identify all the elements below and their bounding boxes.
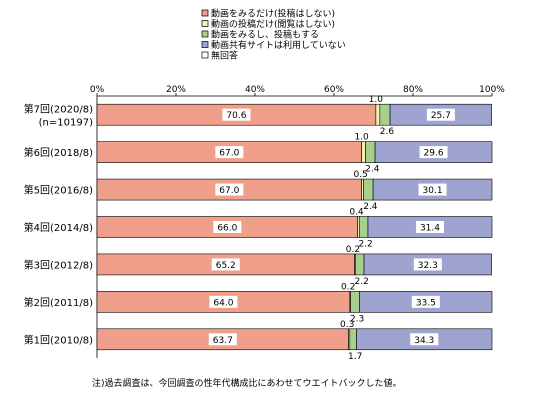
value-label-bg bbox=[413, 258, 442, 271]
value-label: 2.3 bbox=[350, 314, 364, 324]
bar-segment bbox=[361, 141, 366, 163]
value-label-bg bbox=[209, 295, 238, 308]
legend-label: 動画共有サイトは利用していない bbox=[211, 39, 346, 51]
value-label: 30.1 bbox=[423, 186, 443, 196]
x-tick-label: 80% bbox=[403, 85, 423, 95]
x-tick-label: 60% bbox=[324, 85, 344, 95]
x-tick-label: 100% bbox=[479, 85, 505, 95]
bar-segment bbox=[365, 141, 376, 163]
value-label: 2.4 bbox=[363, 202, 378, 212]
value-label: 1.0 bbox=[354, 133, 369, 143]
legend-swatch bbox=[201, 20, 209, 27]
value-label-bg bbox=[215, 183, 244, 196]
value-label-bg bbox=[419, 146, 448, 159]
value-label-bg bbox=[426, 108, 455, 121]
value-label: 34.3 bbox=[414, 336, 434, 346]
x-tick-label: 0% bbox=[90, 85, 105, 95]
value-label: 1.0 bbox=[369, 95, 384, 105]
value-label: 25.7 bbox=[431, 111, 451, 121]
category-label: 第5回(2016/8) bbox=[24, 184, 93, 197]
value-label-bg bbox=[415, 221, 444, 233]
legend-swatch bbox=[201, 9, 209, 17]
legend-label: 動画の投稿だけ(閲覧はしない) bbox=[211, 18, 335, 30]
chart-note: 注)過去調査は、今回調査の性年代構成比にあわせてウエイトバックした値。 bbox=[92, 377, 402, 389]
category-label: 第7回(2020/8) bbox=[24, 103, 93, 116]
value-label-bg bbox=[222, 108, 251, 121]
legend-label: 動画をみるし、投稿もする bbox=[211, 29, 319, 41]
bar-segment bbox=[350, 291, 360, 313]
category-label: 第2回(2011/8) bbox=[24, 296, 93, 309]
value-label: 32.3 bbox=[418, 261, 438, 271]
bar-segment bbox=[358, 216, 369, 238]
value-label-bg bbox=[410, 333, 439, 346]
legend-swatch bbox=[201, 30, 209, 38]
bar-segment bbox=[375, 103, 381, 126]
value-label: 2.6 bbox=[380, 127, 395, 137]
x-tick-label: 20% bbox=[166, 85, 186, 95]
value-label: 2.4 bbox=[365, 165, 380, 175]
value-label: 33.5 bbox=[416, 298, 436, 308]
value-label: 63.7 bbox=[213, 336, 233, 346]
legend-label: 無回答 bbox=[211, 50, 238, 62]
value-label-bg bbox=[418, 183, 447, 196]
bar-segment bbox=[363, 178, 374, 201]
value-label-bg bbox=[211, 258, 240, 271]
value-label-bg bbox=[215, 146, 244, 159]
value-label: 31.4 bbox=[420, 224, 440, 234]
legend-label: 動画をみるだけ(投稿はしない) bbox=[211, 8, 335, 20]
value-label: 0.4 bbox=[349, 208, 364, 218]
value-label-bg bbox=[411, 295, 440, 308]
value-label-bg bbox=[208, 333, 237, 346]
value-label: 0.3 bbox=[340, 320, 354, 330]
bar-segment bbox=[355, 253, 365, 276]
value-label: 1.7 bbox=[348, 352, 362, 362]
category-label: 第1回(2010/8) bbox=[24, 333, 93, 346]
legend-swatch bbox=[201, 51, 209, 59]
value-label: 70.6 bbox=[226, 111, 246, 121]
category-label: 第6回(2018/8) bbox=[24, 146, 93, 159]
x-tick-label: 40% bbox=[245, 85, 265, 95]
category-sublabel: (n=10197) bbox=[39, 118, 93, 129]
category-label: 第4回(2014/8) bbox=[24, 221, 93, 234]
legend-swatch bbox=[201, 41, 209, 48]
value-label: 2.2 bbox=[355, 277, 369, 287]
value-label: 67.0 bbox=[219, 186, 239, 196]
value-label: 0.5 bbox=[353, 170, 367, 180]
value-label: 67.0 bbox=[219, 149, 239, 159]
bar-segment bbox=[379, 103, 391, 126]
value-label: 29.6 bbox=[424, 149, 444, 159]
value-label: 65.2 bbox=[216, 261, 236, 271]
value-label: 0.2 bbox=[346, 245, 360, 255]
bar-segment bbox=[349, 328, 357, 351]
value-label: 66.0 bbox=[217, 224, 237, 234]
value-label: 2.2 bbox=[358, 240, 372, 250]
value-label: 64.0 bbox=[213, 298, 233, 308]
value-label-bg bbox=[213, 221, 242, 233]
value-label: 0.2 bbox=[341, 282, 355, 292]
category-label: 第3回(2012/8) bbox=[24, 258, 93, 271]
